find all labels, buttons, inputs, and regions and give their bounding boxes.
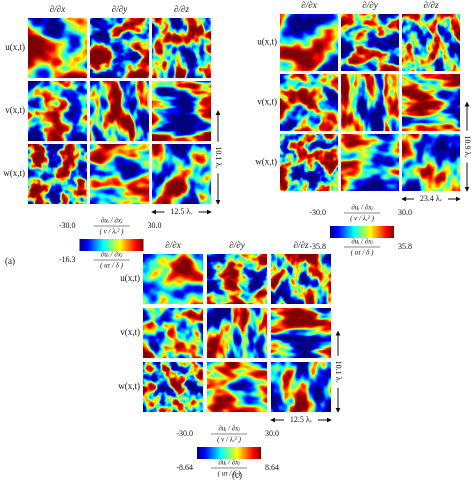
width-scale: 12.5 λᵥ: [170, 207, 193, 216]
colorbar: [330, 226, 394, 238]
row-label: u(x,t): [5, 42, 25, 52]
colorbar-unit: ( ν / λᵥ² ): [217, 436, 241, 444]
colorbar-unit: ∂uᵢ / ∂xⱼ: [101, 251, 123, 259]
colorbar-min: -16.3: [59, 255, 76, 264]
colorbar-unit: ( uτ / δ ): [351, 249, 375, 257]
column-header: ∂/∂y: [229, 240, 244, 250]
colorbar: [197, 447, 261, 459]
scale-bg: [164, 207, 199, 217]
colorbar-min: -30.0: [176, 429, 193, 438]
colorbar-min: -35.8: [309, 242, 326, 251]
colorbar-unit: ∂uᵢ / ∂xⱼ: [218, 425, 240, 433]
row-label: v(x,t): [120, 327, 140, 337]
contour-tile: [143, 254, 203, 304]
column-header: ∂/∂y: [362, 0, 377, 10]
contour-tile: [341, 134, 399, 191]
scale-bg: [213, 141, 223, 174]
colorbar-unit: ∂uᵢ / ∂xⱼ: [351, 238, 373, 246]
column-header: ∂/∂z: [174, 4, 189, 14]
colorbar-min: -30.0: [309, 208, 326, 217]
width-scale: 12.5 λᵥ: [290, 415, 313, 424]
contour-tile: [207, 362, 267, 412]
contour-tile: [280, 134, 338, 191]
colorbar-unit: ( ν / λᵥ² ): [350, 215, 374, 223]
contour-tile: [402, 134, 460, 191]
contour-tile: [207, 308, 267, 358]
height-scale: 10.1 λᵥ: [214, 146, 223, 169]
contour-tile: [28, 18, 87, 78]
colorbar-max: 35.8: [398, 242, 412, 251]
contour-tile: [28, 144, 87, 204]
contour-tile: [207, 254, 267, 304]
column-header: ∂/∂z: [294, 240, 309, 250]
contour-tile: [143, 362, 203, 412]
contour-tile: [152, 144, 211, 204]
contour-tile: [341, 74, 399, 131]
colorbar-max: 30.0: [398, 208, 412, 217]
column-header: ∂/∂x: [50, 4, 65, 14]
colorbar-unit: ( uτ / δ ): [100, 262, 124, 270]
row-label: w(x,t): [255, 157, 277, 167]
column-header: ∂/∂x: [165, 240, 180, 250]
colorbar-min: -8.64: [176, 463, 193, 472]
row-label: u(x,t): [257, 37, 277, 47]
row-label: w(x,t): [3, 168, 25, 178]
colorbar-max: 30.0: [265, 429, 279, 438]
column-header: ∂/∂x: [301, 0, 316, 10]
column-header: ∂/∂z: [424, 0, 439, 10]
scale-bg: [414, 194, 448, 204]
contour-tile: [152, 81, 211, 141]
scale-bg: [284, 415, 318, 425]
row-label: v(x,t): [5, 105, 25, 115]
colorbar-max: 8.64: [265, 463, 279, 472]
column-header: ∂/∂y: [112, 4, 127, 14]
row-label: w(x,t): [118, 381, 140, 391]
panel-label: (a): [5, 256, 15, 266]
contour-tile: [280, 14, 338, 71]
contour-tile: [280, 74, 338, 131]
contour-tile: [271, 308, 331, 358]
contour-tile: [402, 74, 460, 131]
height-scale: 10.1 λᵥ: [334, 361, 343, 384]
colorbar-unit: ∂uᵢ / ∂xⱼ: [218, 459, 240, 467]
contour-tile: [271, 362, 331, 412]
contour-tile: [90, 144, 149, 204]
contour-tile: [152, 18, 211, 78]
row-label: u(x,t): [120, 273, 140, 283]
colorbar-unit: ∂uᵢ / ∂xⱼ: [351, 204, 373, 212]
contour-tile: [341, 14, 399, 71]
height-scale: 10.9 λᵥ: [463, 136, 472, 159]
scale-bg: [462, 130, 472, 163]
contour-tile: [90, 81, 149, 141]
colorbar-max: 30.0: [148, 221, 162, 230]
scale-bg: [333, 355, 343, 388]
row-label: v(x,t): [257, 97, 277, 107]
colorbar-min: -30.0: [59, 221, 76, 230]
colorbar: [79, 239, 144, 251]
panel-label: (c): [232, 470, 242, 480]
contour-tile: [143, 308, 203, 358]
contour-tile: [402, 14, 460, 71]
colorbar-unit: ( uτ / δ ): [218, 470, 242, 478]
colorbar-unit: ∂uᵢ / ∂xⱼ: [101, 217, 123, 225]
contour-tile: [90, 18, 149, 78]
colorbar-unit: ( ν / λᵥ² ): [100, 228, 124, 236]
contour-tile: [28, 81, 87, 141]
contour-tile: [271, 254, 331, 304]
width-scale: 23.4 λᵥ: [420, 194, 443, 203]
